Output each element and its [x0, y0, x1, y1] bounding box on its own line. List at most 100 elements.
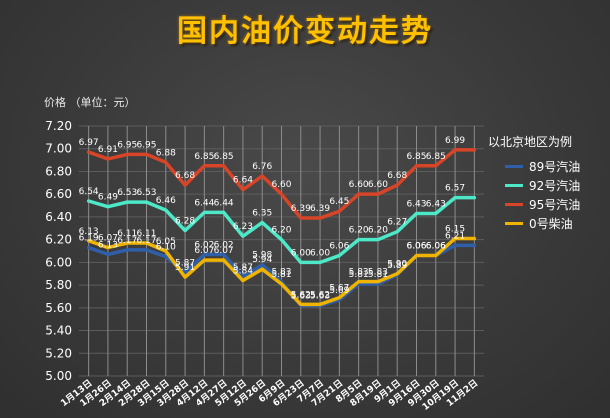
data-label: 6.85: [214, 152, 234, 162]
data-label: 5.84: [233, 267, 253, 277]
data-label: 5.67: [329, 284, 349, 294]
legend-label: 89号汽油: [529, 160, 581, 174]
data-label: 6.39: [291, 204, 311, 214]
data-label: 5.83: [368, 268, 388, 278]
data-label: 6.53: [136, 188, 156, 198]
chart-title: 国内油价变动走势: [177, 14, 433, 49]
data-label: 6.13: [98, 240, 118, 250]
y-tick-label: 5.40: [45, 324, 72, 338]
data-label: 6.35: [252, 209, 272, 219]
legend-label: 92号汽油: [529, 179, 581, 193]
series-line: [86, 195, 477, 265]
data-label: 6.06: [426, 242, 446, 252]
data-label: 5.83: [271, 268, 291, 278]
data-label: 6.06: [406, 242, 426, 252]
data-label: 6.68: [175, 171, 195, 181]
legend-title: 以北京地区为例: [488, 135, 573, 149]
data-label: 6.27: [387, 218, 407, 228]
series-line: [86, 148, 477, 220]
data-label: 6.43: [406, 200, 426, 210]
data-label: 6.06: [406, 242, 426, 252]
data-label: 6.85: [194, 152, 214, 162]
data-label: 6.95: [117, 140, 137, 150]
data-label: 6.85: [426, 152, 446, 162]
legend-item: 92号汽油: [505, 176, 580, 195]
legend-swatch: [505, 184, 523, 187]
legend-item: 95号汽油: [505, 195, 580, 214]
data-label: 5.69: [329, 286, 349, 296]
legend-swatch: [505, 203, 523, 206]
data-label: 5.87: [233, 263, 253, 273]
data-label: 6.06: [329, 242, 349, 252]
data-label: 6.91: [98, 145, 118, 155]
data-label: 5.94: [252, 255, 272, 265]
legend: 89号汽油 92号汽油 95号汽油 0号柴油: [505, 157, 580, 233]
y-tick-label: 5.20: [45, 346, 72, 360]
data-label: 6.60: [368, 180, 388, 190]
data-label: 6.43: [426, 200, 446, 210]
data-label: 6.13: [79, 227, 99, 237]
data-label: 6.85: [406, 152, 426, 162]
data-label: 6.07: [194, 246, 214, 256]
data-label: 5.63: [310, 292, 330, 302]
data-label: 6.88: [156, 148, 176, 158]
data-label: 6.44: [194, 198, 214, 208]
y-tick-label: 6.00: [45, 255, 72, 269]
y-tick-label: 6.40: [45, 210, 72, 224]
y-tick-label: 7.20: [45, 119, 72, 133]
data-label: 6.64: [233, 176, 253, 186]
data-label: 6.15: [445, 225, 465, 235]
data-label: 6.21: [445, 231, 465, 241]
data-label: 6.00: [310, 248, 330, 258]
y-axis-label: 价格 （单位：元）: [44, 96, 136, 109]
data-label: 5.81: [271, 270, 291, 280]
data-label: 6.76: [252, 162, 272, 172]
y-tick-label: 5.00: [45, 369, 72, 383]
data-label: 5.62: [291, 290, 311, 300]
data-label: 6.57: [445, 184, 465, 194]
data-label: 6.44: [214, 198, 234, 208]
data-label: 6.60: [349, 180, 369, 190]
data-label: 5.87: [175, 259, 195, 269]
data-label: 6.02: [214, 240, 234, 250]
data-label: 6.19: [79, 234, 99, 244]
y-tick-label: 5.80: [45, 278, 72, 292]
data-label: 6.49: [98, 193, 118, 203]
series-line: [86, 236, 477, 307]
data-label: 6.17: [117, 236, 137, 246]
data-label: 6.07: [214, 246, 234, 256]
data-label: 6.05: [156, 237, 176, 247]
data-label: 6.17: [136, 236, 156, 246]
y-tick-label: 7.00: [45, 142, 72, 156]
legend-swatch: [505, 165, 523, 168]
data-label: 6.11: [136, 229, 156, 239]
data-label: 6.39: [310, 204, 330, 214]
data-label: 6.00: [291, 248, 311, 258]
legend-item: 89号汽油: [505, 157, 580, 176]
data-label: 5.98: [252, 251, 272, 261]
data-label: 6.45: [329, 197, 349, 207]
data-label: 5.83: [349, 268, 369, 278]
data-label: 5.81: [349, 270, 369, 280]
data-label: 6.07: [98, 234, 118, 244]
data-label: 6.02: [194, 240, 214, 250]
data-label: 6.99: [445, 136, 465, 146]
data-label: 6.54: [79, 187, 99, 197]
data-label: 5.62: [310, 290, 330, 300]
data-label: 5.63: [291, 292, 311, 302]
data-label: 6.28: [175, 217, 195, 227]
data-label: 6.60: [271, 180, 291, 190]
y-tick-label: 5.60: [45, 301, 72, 315]
data-label: 6.46: [156, 196, 176, 206]
legend-item: 0号柴油: [505, 214, 580, 233]
data-label: 6.68: [387, 171, 407, 181]
legend-swatch: [505, 222, 523, 225]
y-tick-label: 6.20: [45, 233, 72, 247]
data-label: 6.23: [233, 222, 253, 232]
y-tick-label: 6.60: [45, 187, 72, 201]
data-label: 5.81: [368, 270, 388, 280]
data-label: 5.91: [175, 263, 195, 273]
data-label: 6.20: [349, 226, 369, 236]
data-label: 6.11: [117, 229, 137, 239]
